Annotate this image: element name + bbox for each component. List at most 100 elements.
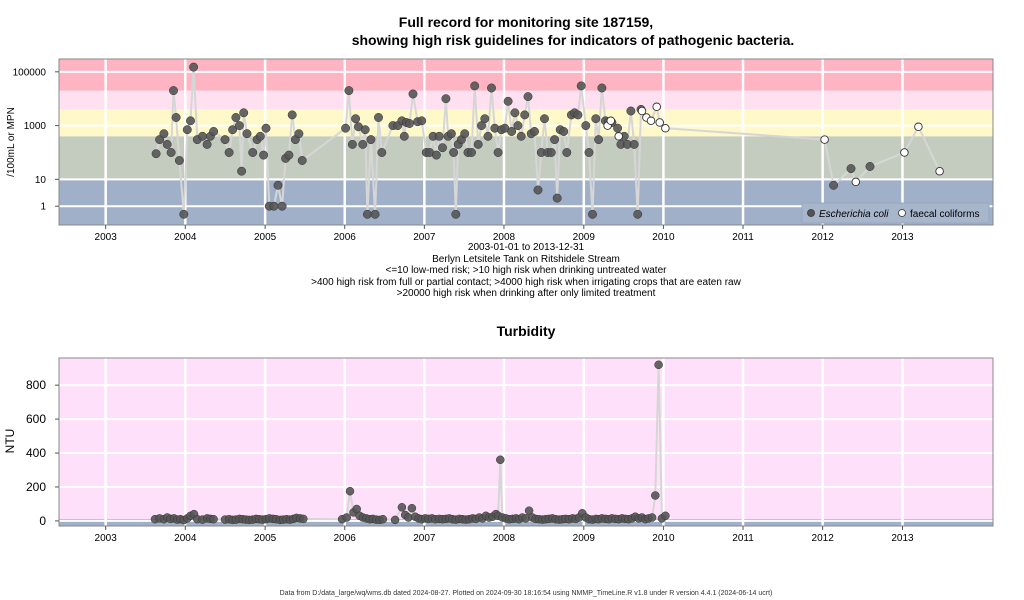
turbidity-point [661,511,670,521]
ecoli-point [277,201,287,211]
ecoli-point [179,209,189,219]
ecoli-point [588,209,597,219]
ecoli-point [202,139,212,149]
ecoli-point [259,150,269,160]
legend-fc-label: faecal coliforms [910,209,979,220]
ecoli-point [209,127,219,136]
ecoli-point [451,209,461,219]
ecoli-point [261,123,271,133]
ecoli-point [198,131,207,141]
turbidity-point [397,503,407,512]
ecoli-point [434,131,444,141]
ecoli-point [237,166,247,176]
ecoli-point [166,148,176,157]
ecoli-point [613,123,623,133]
ecoli-point [559,127,569,136]
x-tick-label: 2012 [812,533,835,544]
top-legend: Escherichia coli faecal coliforms [801,202,990,224]
ecoli-point [470,81,480,91]
legend-fc-marker [898,209,906,217]
ecoli-point [573,110,583,120]
turbidity-point [647,513,657,522]
top-caption: 2003-01-01 to 2013-12-31 Berlyn Letsitel… [311,242,741,299]
bottom-y-axis: 0 200 400 600 800 [26,378,59,528]
caption-line: >400 high risk from full or partial cont… [311,277,741,288]
ecoli-point [431,150,441,160]
x-tick-label: 2005 [254,533,277,544]
ecoli-point [562,148,572,157]
faecal-coliform-point [646,116,656,126]
ecoli-point [273,180,283,190]
ecoli-point [438,143,447,153]
legend-ecoli-marker [807,209,815,217]
x-tick-label: 2011 [732,232,754,243]
y-tick-label: 0 [39,514,46,528]
ecoli-point [287,110,297,120]
turbidity-panel [59,358,993,526]
ecoli-point [846,164,856,174]
turbidity-point [345,486,355,496]
ecoli-point [467,148,476,157]
ecoli-point [493,148,503,157]
ecoli-point [507,127,517,136]
x-tick-label: 2013 [891,232,914,243]
ecoli-point [510,108,520,118]
ecoli-point [594,135,604,145]
top-grid [59,59,993,225]
faecal-coliform-point [614,132,623,141]
ecoli-point [520,110,530,120]
ecoli-point [530,127,539,136]
top-x-axis: 2003 2004 2005 2006 2007 2008 2009 2010 2011 2012… [95,225,914,243]
y-tick-label: 600 [26,412,46,426]
turbidity-point [407,503,417,513]
footer-note: Data from D:/data_large/wq/wms.db dated … [280,590,773,597]
y-tick-label: 1 [40,202,46,213]
ecoli-point [399,131,409,141]
top-plot-frame [58,58,994,226]
ecoli-point [171,113,181,122]
y-tick-label: 200 [26,480,46,494]
ecoli-point [228,125,238,135]
faecal-coliform-point [655,118,664,127]
x-tick-label: 2009 [573,232,596,243]
ecoli-point [483,131,493,141]
ecoli-point [231,113,241,122]
faecal-coliform-point [900,148,909,157]
ecoli-point [242,129,252,139]
turbidity-point [496,455,505,465]
y-tick-label: 100000 [13,67,47,78]
ecoli-point [269,201,279,211]
x-tick-label: 2013 [891,533,914,544]
ecoli-point [294,129,304,139]
turbidity-point [651,491,660,500]
ecoli-point [360,125,370,135]
x-tick-label: 2003 [95,232,118,243]
ecoli-point [347,139,357,149]
turbidity-point [378,514,388,524]
risk-band [59,136,993,180]
ecoli-point [487,83,496,93]
turbidity-point [342,513,351,522]
turbidity-point [299,514,308,524]
ecoli-point [546,148,556,157]
ecoli-point [344,86,354,96]
top-chart-title-line2: showing high risk guidelines for indicat… [352,32,795,48]
caption-line: >20000 high risk when drinking after onl… [397,288,656,299]
x-tick-label: 2011 [732,533,754,544]
x-tick-label: 2010 [652,232,675,243]
top-y-axis: 1 10 1000 100000 [13,67,59,213]
faecal-coliform-point [652,102,661,112]
legend-ecoli-label: Escherichia coli [819,209,889,220]
x-tick-label: 2006 [334,533,357,544]
ecoli-point [865,162,875,171]
ecoli-point [829,180,839,190]
ecoli-point [362,209,372,219]
top-chart-title-line1: Full record for monitoring site 187159, [399,14,653,30]
faecal-coliform-point [606,116,616,126]
ecoli-point [516,131,526,141]
ecoli-point [366,135,376,145]
ecoli-point [255,131,265,141]
ecoli-point [480,114,490,124]
bottom-y-axis-label: NTU [3,429,17,454]
